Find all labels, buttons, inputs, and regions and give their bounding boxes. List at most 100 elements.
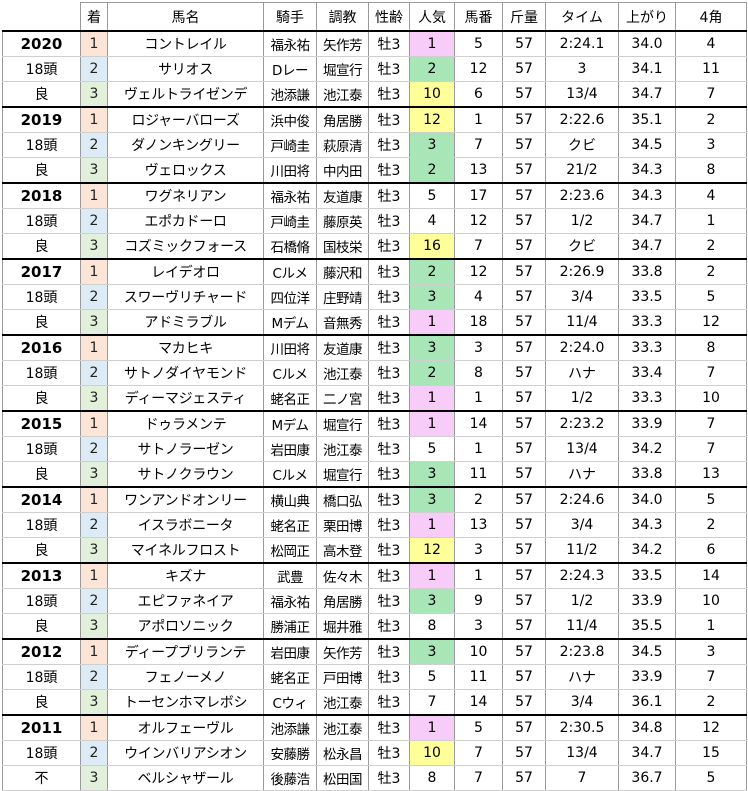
corner-4-cell: 6 — [675, 537, 747, 564]
corner-4-cell: 5 — [675, 765, 747, 791]
time-cell: 11/4 — [545, 613, 619, 640]
table-row: 2013 1 キズナ 武豊 佐々木 牡3 1 1 57 2:24.3 33.5 14 — [2, 562, 747, 589]
jockey-cell: 石橋脩 — [263, 233, 317, 260]
horse-number-cell: 18 — [454, 309, 503, 336]
jockey-cell: 福永祐 — [263, 588, 317, 614]
table-row: 18頭 2 エポカドーロ 戸崎圭 藤原英 牡3 4 12 57 1/2 34.7 1 — [2, 208, 747, 234]
popularity-cell: 3 — [409, 486, 455, 513]
corner-4-cell: 2 — [675, 106, 747, 133]
race-info-cell: 良 — [2, 385, 81, 412]
weight-cell: 57 — [502, 664, 546, 690]
popularity-cell: 8 — [409, 765, 455, 791]
popularity-cell: 4 — [409, 208, 455, 234]
table-row: 2016 1 マカヒキ 川田将 友道康 牡3 3 3 57 2:24.0 33.3 8 — [2, 334, 747, 361]
sex-age-cell: 牡3 — [368, 613, 410, 640]
horse-name-cell: キズナ — [107, 562, 264, 589]
finish-position-cell: 1 — [80, 714, 108, 741]
time-cell: 3/4 — [545, 284, 619, 310]
race-info-cell: 2012 — [2, 638, 81, 665]
horse-number-cell: 12 — [454, 258, 503, 285]
finish-position-cell: 2 — [80, 588, 108, 614]
time-cell: 1/2 — [545, 208, 619, 234]
finish-position-cell: 3 — [80, 385, 108, 412]
jockey-cell: Cルメ — [263, 360, 317, 386]
horse-number-cell: 13 — [454, 512, 503, 538]
sex-age-cell: 牡3 — [368, 284, 410, 310]
popularity-cell: 2 — [409, 258, 455, 285]
time-cell: ハナ — [545, 461, 619, 488]
weight-cell: 57 — [502, 436, 546, 462]
table-row: 18頭 2 イスラボニータ 蛯名正 栗田博 牡3 1 13 57 3/4 34.3 2 — [2, 512, 747, 538]
table-row: 不 3 ベルシャザール 後藤浩 松田国 牡3 8 7 57 7 36.7 5 — [2, 765, 747, 791]
last-3f-cell: 34.2 — [618, 436, 676, 462]
horse-number-cell: 7 — [454, 132, 503, 158]
popularity-cell: 5 — [409, 664, 455, 690]
race-info-cell: 良 — [2, 613, 81, 640]
horse-number-cell: 6 — [454, 81, 503, 108]
corner-4-cell: 1 — [675, 613, 747, 640]
finish-position-cell: 2 — [80, 436, 108, 462]
race-info-cell: 良 — [2, 537, 81, 564]
race-info-cell: 18頭 — [2, 588, 81, 614]
horse-name-cell: オルフェーヴル — [107, 714, 264, 741]
race-info-cell: 2015 — [2, 410, 81, 437]
jockey-cell: 蛯名正 — [263, 512, 317, 538]
horse-number-cell: 1 — [454, 106, 503, 133]
jockey-cell: 蛯名正 — [263, 385, 317, 412]
trainer-cell: 音無秀 — [316, 309, 369, 336]
trainer-cell: 堀井雅 — [316, 613, 369, 640]
race-info-cell: 2016 — [2, 334, 81, 361]
race-info-cell: 2018 — [2, 182, 81, 209]
jockey-cell: 岩田康 — [263, 436, 317, 462]
sex-age-cell: 牡3 — [368, 714, 410, 741]
last-3f-cell: 34.7 — [618, 233, 676, 260]
trainer-cell: 栗田博 — [316, 512, 369, 538]
header-time: タイム — [545, 2, 619, 32]
horse-name-cell: スワーヴリチャード — [107, 284, 264, 310]
last-3f-cell: 33.5 — [618, 284, 676, 310]
last-3f-cell: 33.9 — [618, 588, 676, 614]
sex-age-cell: 牡3 — [368, 233, 410, 260]
sex-age-cell: 牡3 — [368, 689, 410, 716]
jockey-cell: Mデム — [263, 410, 317, 437]
sex-age-cell: 牡3 — [368, 30, 410, 57]
popularity-cell: 3 — [409, 461, 455, 488]
weight-cell: 57 — [502, 765, 546, 791]
race-info-cell: 良 — [2, 309, 81, 336]
table-row: 18頭 2 スワーヴリチャード 四位洋 庄野靖 牡3 3 4 57 3/4 33.5 5 — [2, 284, 747, 310]
weight-cell: 57 — [502, 30, 546, 57]
corner-4-cell: 7 — [675, 410, 747, 437]
horse-number-cell: 12 — [454, 208, 503, 234]
popularity-cell: 3 — [409, 132, 455, 158]
finish-position-cell: 1 — [80, 562, 108, 589]
horse-number-cell: 14 — [454, 410, 503, 437]
popularity-cell: 1 — [409, 714, 455, 741]
time-cell: 3/4 — [545, 689, 619, 716]
horse-name-cell: ワグネリアン — [107, 182, 264, 209]
race-info-cell: 不 — [2, 765, 81, 791]
sex-age-cell: 牡3 — [368, 562, 410, 589]
trainer-cell: 国枝栄 — [316, 233, 369, 260]
last-3f-cell: 33.3 — [618, 309, 676, 336]
finish-position-cell: 3 — [80, 157, 108, 184]
sex-age-cell: 牡3 — [368, 132, 410, 158]
table-row: 2014 1 ワンアンドオンリー 横山典 橋口弘 牡3 3 2 57 2:24.6 34.0 5 — [2, 486, 747, 513]
time-cell: 11/4 — [545, 309, 619, 336]
corner-4-cell: 12 — [675, 309, 747, 336]
horse-name-cell: ダノンキングリー — [107, 132, 264, 158]
sex-age-cell: 牡3 — [368, 258, 410, 285]
popularity-cell: 12 — [409, 537, 455, 564]
corner-4-cell: 13 — [675, 461, 747, 488]
jockey-cell: 勝浦正 — [263, 613, 317, 640]
time-cell: 1/2 — [545, 385, 619, 412]
horse-name-cell: レイデオロ — [107, 258, 264, 285]
weight-cell: 57 — [502, 689, 546, 716]
time-cell: 21/2 — [545, 157, 619, 184]
horse-number-cell: 1 — [454, 436, 503, 462]
trainer-cell: 池江泰 — [316, 81, 369, 108]
corner-4-cell: 7 — [675, 81, 747, 108]
table-row: 良 3 ヴェルトライゼンデ 池添謙 池江泰 牡3 10 6 57 13/4 34.7 7 — [2, 81, 747, 108]
jockey-cell: 川田将 — [263, 334, 317, 361]
last-3f-cell: 33.5 — [618, 562, 676, 589]
sex-age-cell: 牡3 — [368, 360, 410, 386]
